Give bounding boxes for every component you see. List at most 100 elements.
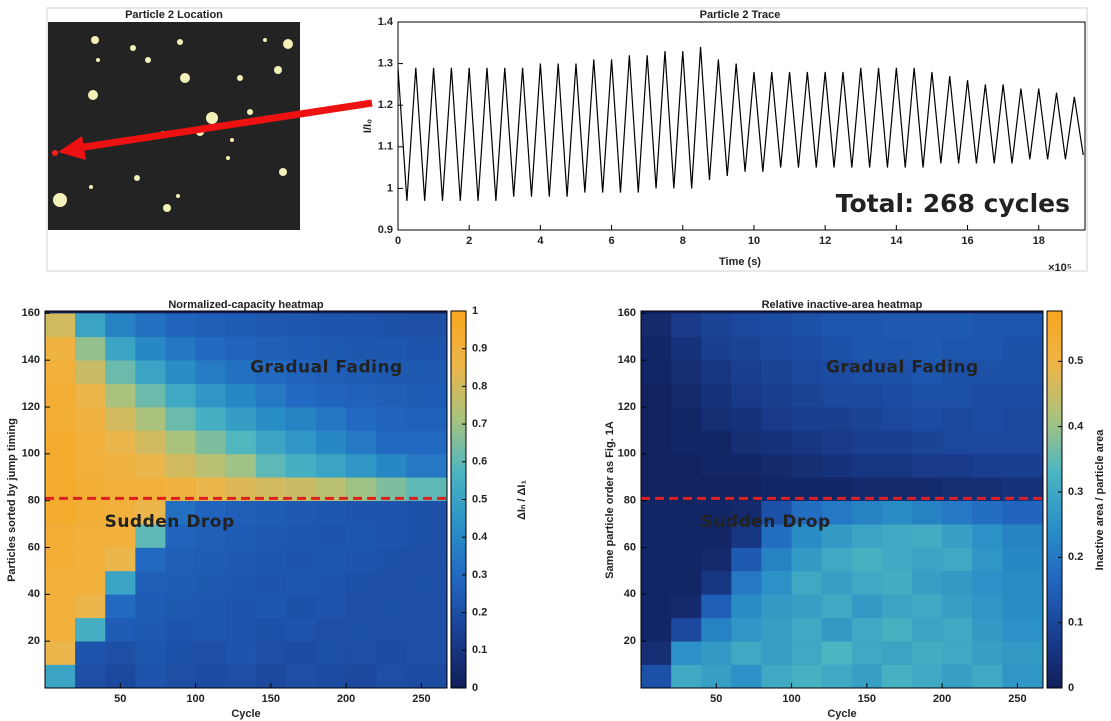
heatmap-cell — [972, 336, 1003, 361]
heatmap-cell — [851, 524, 883, 548]
y-tick-label: 1.1 — [378, 141, 393, 153]
heatmap-cell — [912, 313, 943, 338]
heatmap-cell — [225, 407, 257, 431]
colorbar-tick-label: 0.6 — [472, 456, 487, 468]
heatmap-cell — [45, 430, 76, 455]
heatmap-cell — [255, 407, 287, 431]
y-tick-label: 140 — [22, 354, 40, 366]
heatmap-cell — [135, 547, 166, 572]
heatmap-cell — [195, 336, 226, 361]
heatmap-cell — [45, 594, 76, 619]
heatmap-cell — [45, 524, 76, 548]
heatmap-cell — [701, 641, 732, 665]
heatmap-cell — [316, 641, 347, 665]
annotation: Gradual Fading — [826, 358, 979, 378]
heatmap-cell — [791, 383, 822, 408]
heatmap-cell — [105, 313, 136, 338]
x-tick-label: 16 — [961, 235, 973, 247]
heatmap-cell — [255, 383, 287, 408]
heatmap-cell — [701, 524, 732, 548]
heatmap-cell — [671, 500, 702, 525]
heatmap-cell — [972, 664, 1003, 689]
heatmap-cell — [255, 524, 287, 548]
heatmap-cell — [1002, 641, 1044, 665]
heatmap-cell — [225, 430, 257, 455]
heatmap-cell — [731, 664, 762, 689]
heatmap-cell — [791, 360, 822, 384]
heatmap-cell — [285, 500, 317, 525]
heatmap-cell — [821, 336, 853, 361]
heatmap-cell — [1002, 617, 1044, 642]
heatmap-cell — [881, 336, 913, 361]
heatmap-cell — [285, 407, 317, 431]
x-tick-label: 18 — [1033, 235, 1045, 247]
heatmap-cell — [942, 524, 973, 548]
heatmap-cell — [851, 383, 883, 408]
annotation: Sudden Drop — [105, 512, 235, 532]
colorbar-tick-label: 0.1 — [472, 644, 487, 656]
heatmap-cell — [165, 383, 196, 408]
heatmap-cell — [195, 594, 226, 619]
heatmap-cell — [406, 641, 448, 665]
heatmap-cell — [225, 453, 257, 478]
y-tick-label: 1 — [387, 182, 393, 194]
annotation: Total: 268 cycles — [836, 189, 1070, 218]
heatmap-cell — [75, 570, 106, 595]
heatmap-cell — [346, 547, 377, 572]
heatmap-cell — [731, 594, 762, 619]
annotation: Gradual Fading — [250, 358, 403, 378]
panel-title: Particle 2 Location — [125, 9, 223, 21]
heatmap-cell — [821, 407, 853, 431]
arrow — [58, 99, 373, 160]
heatmap-cell — [45, 336, 76, 361]
heatmap-cell — [821, 524, 853, 548]
heatmap-cell — [346, 500, 377, 525]
heatmap-cell — [346, 453, 377, 478]
heatmap-cell — [45, 477, 76, 501]
colorbar-tick-label: 0.9 — [472, 343, 487, 355]
heatmap-cell — [255, 313, 287, 338]
heatmap-cell — [165, 336, 196, 361]
heatmap-cell — [701, 313, 732, 338]
y-tick-label: 1.2 — [378, 99, 393, 111]
plot-frame — [640, 310, 1044, 689]
heatmap-cell — [942, 547, 973, 572]
colorbar-tick-label: 0 — [472, 682, 478, 694]
heatmap-cell — [761, 360, 792, 384]
heatmap-cell — [376, 430, 407, 455]
heatmap-cell — [942, 617, 973, 642]
heatmap-cell — [316, 383, 347, 408]
heatmap-cell — [376, 641, 407, 665]
heatmap-cell — [376, 336, 407, 361]
heatmap-cell — [1002, 594, 1044, 619]
heatmap-cell — [641, 617, 672, 642]
heatmap-cell — [376, 407, 407, 431]
heatmap-cell — [255, 500, 287, 525]
heatmap-cell — [105, 383, 136, 408]
heatmap-cell — [346, 524, 377, 548]
heatmap-cell — [942, 641, 973, 665]
heatmap-cell — [701, 547, 732, 572]
y-tick-label: 20 — [624, 635, 636, 647]
y-axis-label: I/I₀ — [362, 119, 374, 133]
heatmap-cell — [1002, 524, 1044, 548]
x-tick-label: 200 — [933, 693, 951, 705]
heatmap-cell — [701, 500, 732, 525]
colorbar-tick-label: 0.5 — [472, 493, 487, 505]
heatmap-cell — [255, 547, 287, 572]
heatmap-cell — [851, 477, 883, 501]
heatmap-cell — [105, 407, 136, 431]
heatmap-cell — [791, 547, 822, 572]
x-tick-label: 250 — [412, 693, 430, 705]
heatmap-cell — [701, 477, 732, 501]
heatmap-cell — [75, 664, 106, 689]
heatmap-cell — [731, 336, 762, 361]
heatmap-cell — [881, 594, 913, 619]
heatmap-cell — [701, 453, 732, 478]
heatmap-cell — [791, 313, 822, 338]
heatmap-cell — [912, 547, 943, 572]
heatmap-cell — [45, 570, 76, 595]
heatmap-cell — [821, 594, 853, 619]
y-axis-label: Particles sorted by jump timing — [6, 418, 18, 582]
heatmap-cell — [972, 617, 1003, 642]
